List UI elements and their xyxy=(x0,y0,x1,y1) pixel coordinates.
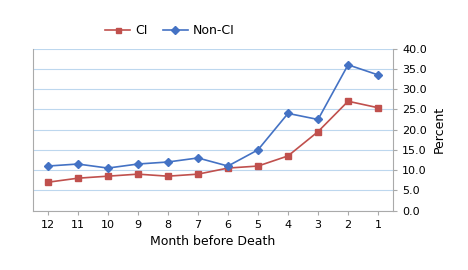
CI xyxy=(195,173,201,176)
CI xyxy=(75,177,80,180)
Non-CI xyxy=(255,148,261,151)
Line: Non-CI: Non-CI xyxy=(45,62,381,171)
Non-CI xyxy=(285,112,291,115)
Non-CI xyxy=(45,164,51,168)
Non-CI xyxy=(315,118,321,121)
CI xyxy=(345,100,351,103)
CI xyxy=(255,164,261,168)
CI xyxy=(135,173,141,176)
CI xyxy=(105,175,110,178)
Non-CI xyxy=(75,162,80,166)
Non-CI xyxy=(375,73,381,77)
Line: CI: CI xyxy=(45,99,381,185)
Non-CI xyxy=(345,63,351,66)
CI xyxy=(315,130,321,133)
CI xyxy=(165,175,171,178)
Non-CI xyxy=(105,166,110,170)
Non-CI xyxy=(225,164,231,168)
Non-CI xyxy=(135,162,141,166)
CI xyxy=(285,154,291,158)
CI xyxy=(45,181,51,184)
Non-CI xyxy=(195,156,201,160)
CI xyxy=(225,166,231,170)
X-axis label: Month before Death: Month before Death xyxy=(150,235,276,248)
Non-CI xyxy=(165,160,171,164)
CI xyxy=(375,106,381,109)
Y-axis label: Percent: Percent xyxy=(432,106,446,153)
Legend: CI, Non-CI: CI, Non-CI xyxy=(100,19,239,42)
